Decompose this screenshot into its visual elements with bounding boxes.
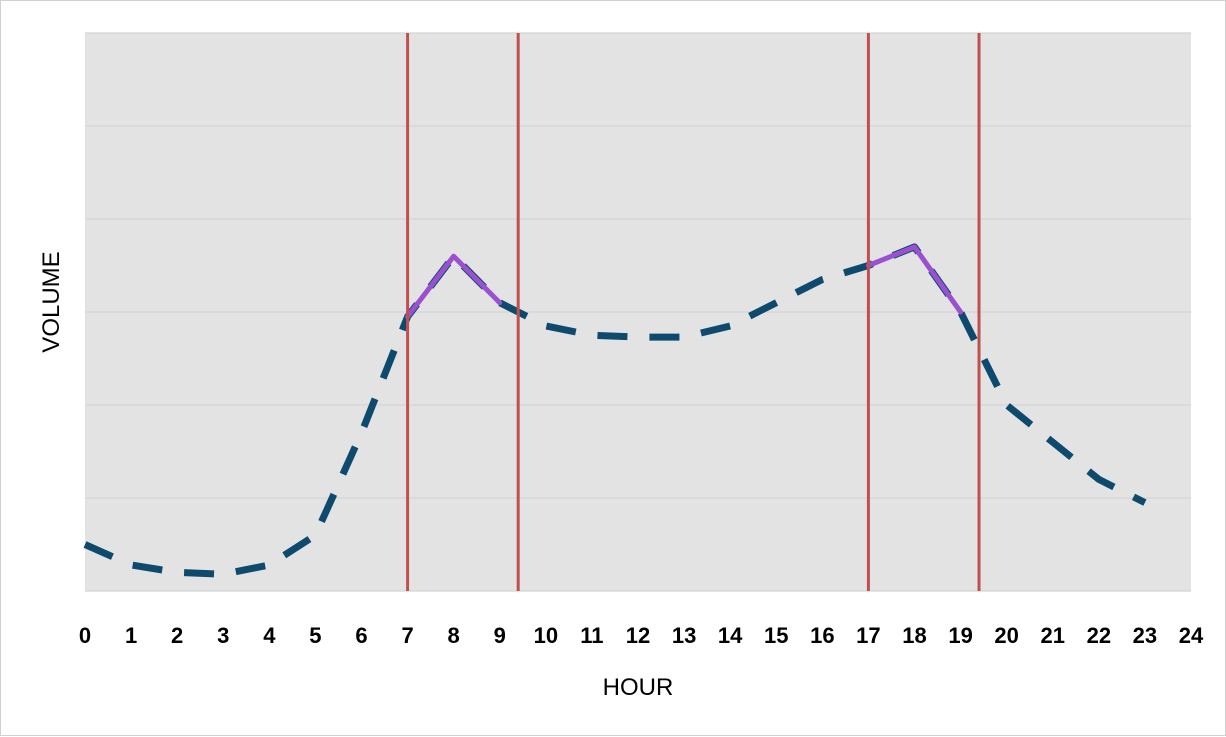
reference-lines: [406, 33, 981, 591]
x-tick-label: 19: [948, 623, 972, 648]
x-tick-label: 17: [856, 623, 880, 648]
x-tick-label: 12: [626, 623, 650, 648]
x-axis-title: HOUR: [603, 674, 674, 701]
peak-highlight-line-1: [405, 253, 503, 320]
x-tick-label: 8: [448, 623, 460, 648]
x-tick-label: 14: [718, 623, 743, 648]
x-tick-label: 4: [263, 623, 276, 648]
x-tick-label: 13: [672, 623, 696, 648]
y-axis-title: VOLUME: [38, 251, 65, 352]
x-tick-label: 22: [1087, 623, 1111, 648]
x-tick-label: 6: [355, 623, 367, 648]
x-tick-label: 11: [580, 623, 603, 648]
x-tick-label: 21: [1041, 623, 1065, 648]
x-tick-label: 23: [1133, 623, 1157, 648]
x-tick-label: 15: [764, 623, 788, 648]
x-tick-label: 18: [902, 623, 926, 648]
x-tick-label: 3: [217, 623, 229, 648]
x-tick-label: 2: [171, 623, 183, 648]
gridlines: [85, 32, 1191, 592]
peak-highlight-line-2: [865, 244, 964, 315]
x-tick-label: 20: [994, 623, 1018, 648]
x-tick-label: 16: [810, 623, 834, 648]
x-tick-label: 9: [494, 623, 506, 648]
x-tick-labels: 0 1 2 3 4 5 6 7 8 9 10 11 12 13 14 15 16 17 18 19 20 21 22 23 24: [79, 623, 1204, 648]
x-tick-label: 0: [79, 623, 91, 648]
x-tick-label: 1: [125, 623, 137, 648]
x-tick-label: 10: [534, 623, 558, 648]
x-tick-label: 7: [401, 623, 413, 648]
x-tick-label: 5: [309, 623, 321, 648]
series-layer: [83, 243, 1147, 578]
volume-series-line: [83, 243, 1147, 578]
x-tick-label: 24: [1179, 623, 1204, 648]
